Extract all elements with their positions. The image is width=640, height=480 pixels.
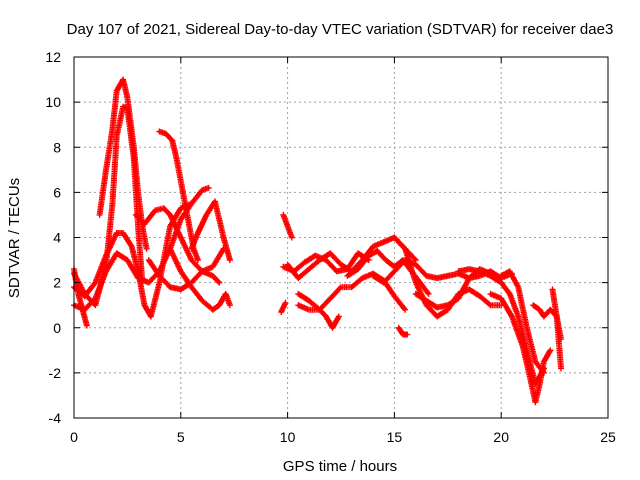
data-points xyxy=(71,76,565,406)
x-axis-label: GPS time / hours xyxy=(283,458,397,475)
marker-trace xyxy=(278,299,289,315)
chart-title: Day 107 of 2021, Sidereal Day-to-day VTE… xyxy=(67,21,614,38)
y-axis-label: SDTVAR / TECUs xyxy=(6,178,23,298)
series-track-9 xyxy=(188,198,233,264)
x-tick-label: 20 xyxy=(493,429,509,445)
marker-trace xyxy=(188,198,233,264)
series-track-15 xyxy=(295,302,342,331)
marker-trace xyxy=(549,286,565,372)
x-tick-label: 0 xyxy=(70,429,78,445)
y-tick-label: 4 xyxy=(53,230,61,246)
marker-trace xyxy=(280,211,295,241)
marker-trace xyxy=(96,76,150,252)
y-tick-label: 8 xyxy=(53,139,61,155)
y-tick-label: 2 xyxy=(53,275,61,291)
y-tick-label: -4 xyxy=(49,410,62,426)
marker-trace xyxy=(498,268,547,376)
x-tick-label: 10 xyxy=(280,429,296,445)
y-tick-label: 6 xyxy=(53,184,61,200)
y-tick-label: 12 xyxy=(45,49,61,65)
series-track-2 xyxy=(96,76,150,252)
series-track-20 xyxy=(395,324,411,338)
x-tick-label: 5 xyxy=(177,429,185,445)
series-track-26 xyxy=(549,286,565,372)
marker-trace xyxy=(395,324,411,338)
series-track-16 xyxy=(278,299,289,315)
marker-trace xyxy=(487,290,554,406)
series-track-23 xyxy=(487,290,554,406)
y-tick-label: 10 xyxy=(45,94,61,110)
x-tick-label: 25 xyxy=(600,429,616,445)
y-tick-label: -2 xyxy=(49,365,62,381)
marker-trace xyxy=(167,245,233,313)
series-track-11 xyxy=(280,211,295,241)
y-tick-label: 0 xyxy=(53,320,61,336)
axis-ticks: 0 5 10 15 20 25 -4 -2 0 2 4 6 8 10 12 xyxy=(45,49,616,445)
x-tick-label: 15 xyxy=(387,429,403,445)
series-track-8 xyxy=(167,245,233,313)
marker-trace xyxy=(295,302,342,331)
series-track-24 xyxy=(498,268,547,376)
